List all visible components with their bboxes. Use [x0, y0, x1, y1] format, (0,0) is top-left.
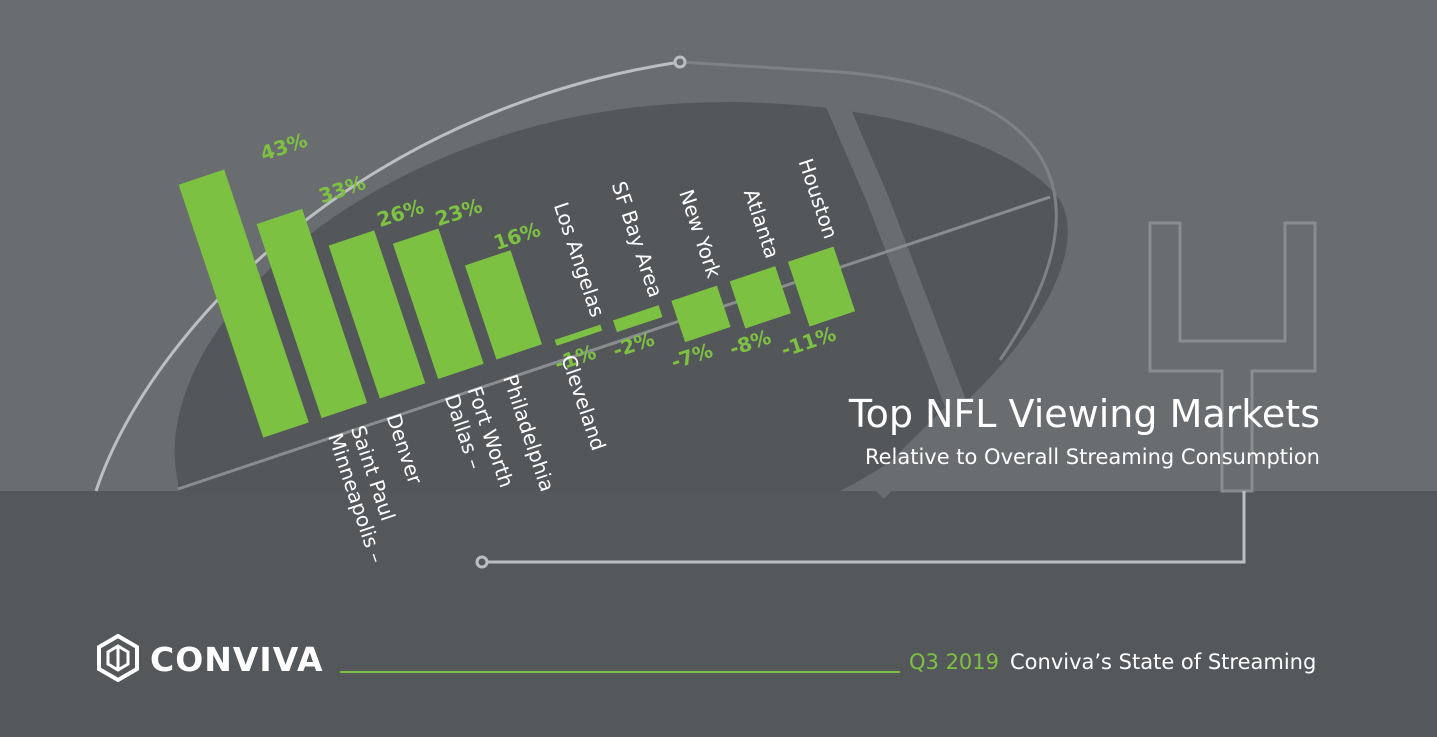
- bars-group: [178, 169, 856, 438]
- conviva-logo-icon: [97, 634, 139, 682]
- bar-denver: [256, 208, 368, 419]
- report-name: Conviva’s State of Streaming: [1010, 650, 1317, 674]
- bar-cleveland: [464, 250, 542, 360]
- report-period: Q3 2019: [909, 650, 1000, 674]
- bar-sf-bay-area: [613, 305, 663, 333]
- bar-atlanta: [729, 266, 791, 329]
- line-endpoint-top: [673, 55, 687, 69]
- connector-line: [482, 491, 1246, 564]
- brand-name: CONVIVA: [150, 640, 324, 679]
- background-bottom: [0, 491, 1437, 737]
- line-endpoint-bottom: [475, 555, 489, 569]
- bar-minneapolis-saint-paul: [178, 169, 309, 438]
- chart-subtitle: Relative to Overall Streaming Consumptio…: [864, 445, 1320, 469]
- bar-new-york: [671, 285, 731, 343]
- football-shape: [174, 102, 1068, 492]
- bar-philadelphia: [392, 228, 484, 380]
- baseline: [177, 195, 1051, 491]
- bar-los-angelas: [554, 324, 603, 346]
- football-seam: [817, 79, 971, 499]
- bar-houston: [787, 246, 856, 327]
- bar-dallas-fort-worth: [328, 230, 426, 399]
- football-outline-right: [679, 60, 1058, 361]
- goalpost-icon: [1148, 221, 1317, 493]
- chart-title: Top NFL Viewing Markets: [848, 392, 1320, 436]
